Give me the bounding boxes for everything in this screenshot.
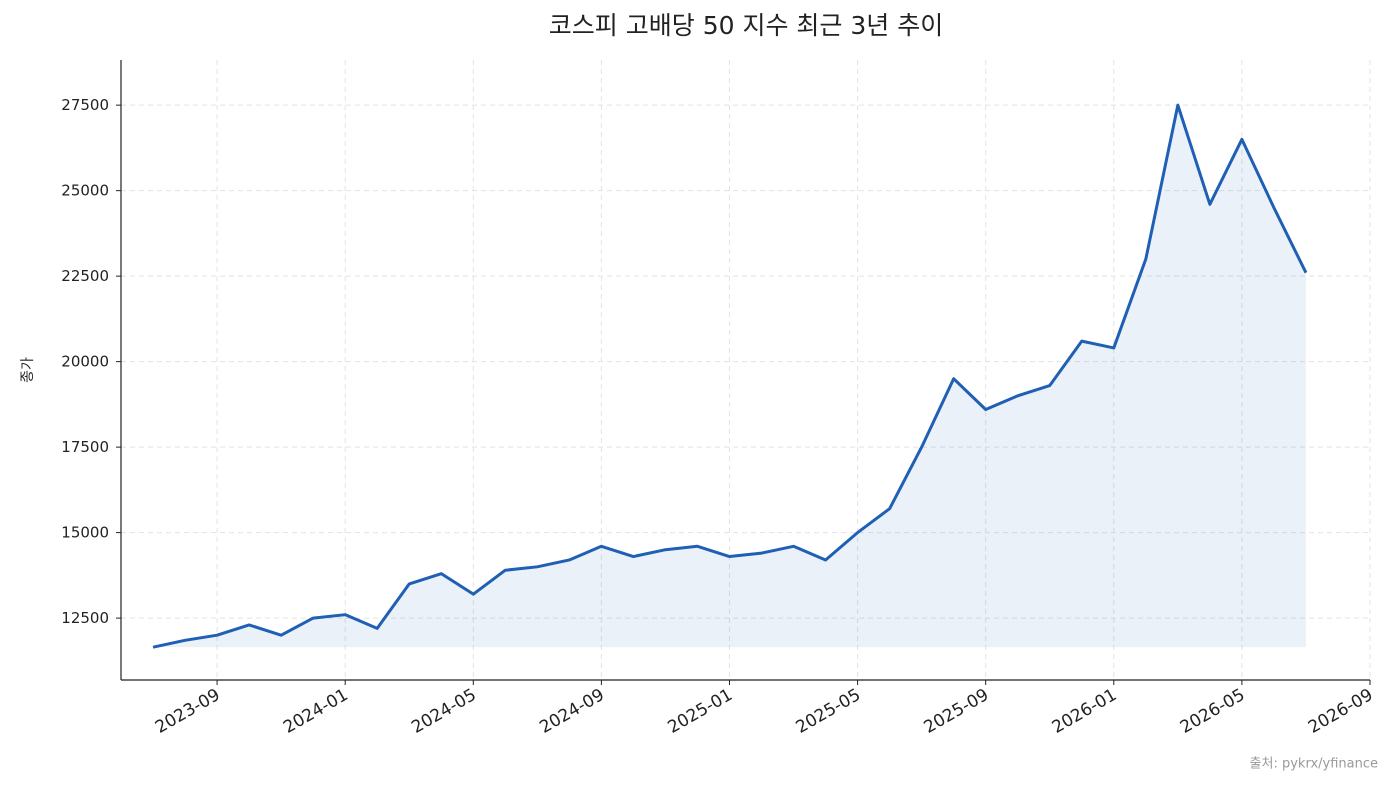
x-tick-label: 2026-09 bbox=[1305, 685, 1377, 738]
x-tick-label: 2026-05 bbox=[1177, 685, 1249, 738]
x-tick-label: 2023-09 bbox=[152, 685, 224, 738]
chart-title: 코스피 고배당 50 지수 최근 3년 추이 bbox=[549, 11, 943, 40]
y-tick-label: 22500 bbox=[61, 267, 109, 285]
y-tick-label: 15000 bbox=[61, 524, 109, 542]
x-tick-label: 2025-09 bbox=[921, 685, 993, 738]
x-tick-label: 2025-05 bbox=[793, 685, 865, 738]
x-tick-label: 2025-01 bbox=[664, 685, 736, 738]
y-tick-label: 20000 bbox=[61, 353, 109, 371]
area-fill bbox=[153, 105, 1306, 648]
y-tick-label: 12500 bbox=[61, 609, 109, 627]
x-tick-label: 2024-01 bbox=[280, 685, 352, 738]
y-tick-label: 17500 bbox=[61, 438, 109, 456]
x-tick-label: 2024-05 bbox=[408, 685, 480, 738]
source-note: 출처: pykrx/yfinance bbox=[1250, 757, 1378, 772]
line-series bbox=[152, 103, 1308, 649]
x-tick-label: 2024-09 bbox=[536, 685, 608, 738]
y-axis-label: 종가 bbox=[20, 357, 36, 383]
y-tick-label: 27500 bbox=[61, 96, 109, 114]
y-tick-label: 25000 bbox=[61, 182, 109, 200]
x-tick-label: 2026-01 bbox=[1049, 685, 1121, 738]
